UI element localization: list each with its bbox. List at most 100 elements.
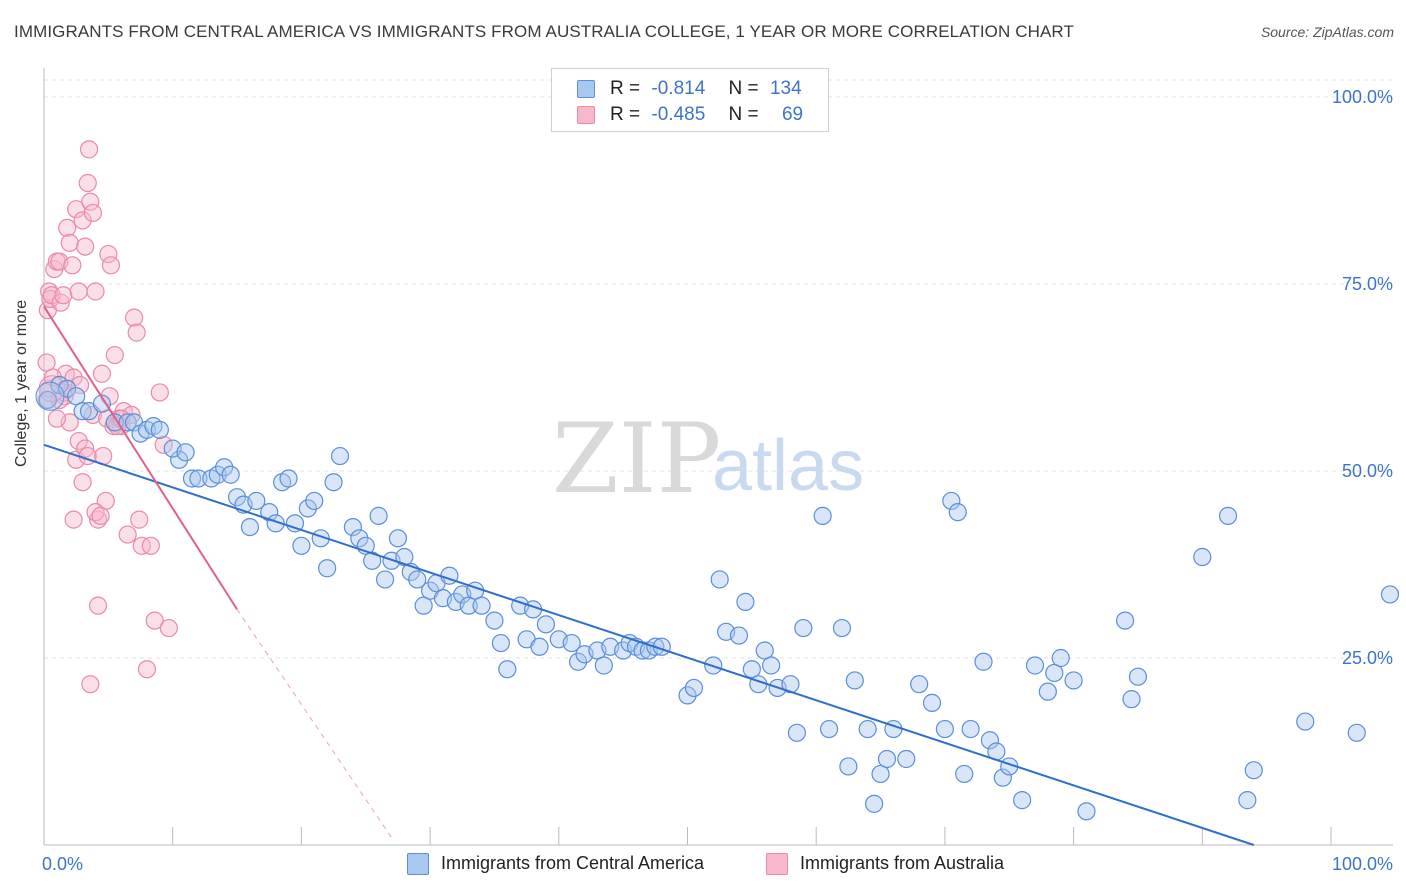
correlation-legend: R = -0.814 N = 134 R = -0.485 N = 69 (551, 68, 829, 132)
watermark-zip: ZIP (552, 403, 721, 515)
data-point-central-america (1380, 585, 1400, 604)
data-point-central-america (858, 719, 877, 739)
data-point-central-america (221, 465, 240, 484)
data-point-central-america (819, 719, 839, 739)
data-point-central-america (922, 693, 942, 712)
legend-r-value: -0.814 (651, 78, 706, 99)
legend-r-label: R = (610, 104, 641, 125)
data-point-central-america (170, 450, 189, 469)
data-point-central-america (1244, 761, 1263, 780)
data-point-central-america (1296, 712, 1315, 731)
data-point-central-america (343, 517, 362, 537)
data-point-central-america (118, 413, 137, 432)
data-point-central-america (1038, 682, 1057, 701)
trend-line-central-america (43, 443, 1255, 846)
data-point-central-america (993, 768, 1012, 787)
data-point-central-america (414, 596, 433, 615)
data-point-central-america (1045, 663, 1064, 683)
data-point-central-america (240, 517, 260, 537)
data-point-australia (69, 431, 88, 451)
data-point-australia (64, 510, 83, 529)
data-point-central-america (285, 514, 305, 533)
data-point-central-america (498, 660, 517, 679)
y-tick-label: 100.0% (1332, 87, 1393, 107)
data-point-central-america (369, 506, 388, 525)
data-point-central-america (762, 656, 781, 675)
data-point-central-america (530, 637, 549, 656)
data-point-central-america (491, 633, 510, 653)
data-point-australia (64, 368, 83, 387)
data-point-australia (91, 506, 110, 525)
data-point-australia (130, 510, 149, 529)
data-point-central-america (948, 503, 967, 522)
axes (43, 68, 1393, 846)
data-point-central-america (536, 615, 556, 634)
data-point-central-america (292, 536, 311, 555)
data-point-australia (150, 383, 169, 402)
data-point-australia (88, 596, 108, 615)
data-point-central-america (227, 488, 247, 507)
data-point-central-america (877, 749, 897, 769)
y-tick-label: 75.0% (1342, 274, 1393, 294)
data-point-central-america (1051, 648, 1070, 668)
y-axis-label: College, 1 year or more (13, 299, 30, 467)
data-point-central-america (897, 749, 916, 769)
legend-r-value: -0.485 (651, 104, 706, 125)
data-point-central-america (215, 458, 234, 477)
data-point-central-america (38, 390, 57, 410)
data-point-central-america (1218, 506, 1238, 525)
data-point-australia (92, 364, 112, 383)
data-point-central-america (787, 723, 806, 742)
data-point-central-america (1115, 611, 1135, 630)
data-point-australia (159, 618, 178, 638)
data-point-central-america (729, 626, 749, 645)
data-point-central-america (794, 618, 813, 638)
data-point-central-america (1238, 791, 1257, 810)
legend-n-label: N = (728, 78, 759, 99)
data-point-central-america (92, 394, 112, 413)
data-point-central-america (350, 529, 369, 548)
data-point-central-america (105, 413, 124, 432)
data-point-central-america (260, 503, 279, 522)
data-point-central-america (363, 551, 382, 570)
trend-line-australia (43, 305, 238, 610)
data-point-central-america (569, 652, 588, 671)
data-point-central-america (388, 529, 408, 548)
data-point-central-america (1128, 667, 1148, 686)
data-point-central-america (871, 764, 890, 784)
data-point-central-america (1347, 723, 1366, 742)
data-point-central-america (1064, 671, 1083, 690)
legend-n-value: 69 (781, 104, 804, 125)
data-point-australia (47, 409, 66, 428)
legend-swatch-blue (577, 80, 595, 98)
data-point-australia (79, 140, 99, 159)
data-point-central-america (961, 719, 980, 739)
data-point-central-america (839, 757, 858, 776)
chart-title: IMMIGRANTS FROM CENTRAL AMERICA VS IMMIG… (14, 22, 1074, 41)
legend-r-label: R = (610, 78, 641, 99)
data-point-central-america (1025, 656, 1045, 675)
data-point-central-america (813, 506, 832, 525)
data-point-australia (81, 675, 100, 694)
data-point-central-america (485, 611, 504, 630)
data-point-central-america (459, 596, 478, 615)
data-point-central-america (594, 656, 613, 675)
data-point-central-america (755, 641, 774, 660)
data-point-central-america (150, 420, 169, 439)
data-point-central-america (330, 446, 350, 466)
bottom-legend-swatch-pink (766, 853, 788, 875)
data-point-central-america (324, 473, 343, 492)
data-point-central-america (910, 675, 929, 694)
data-point-central-america (279, 469, 298, 488)
bottom-legend-label: Immigrants from Australia (800, 853, 1005, 873)
data-point-central-america (562, 633, 581, 653)
data-point-central-america (298, 499, 317, 518)
data-point-australia (54, 286, 73, 305)
bottom-legend-label: Immigrants from Central America (441, 853, 705, 873)
series-central-america-points (35, 375, 1400, 821)
data-point-australia (127, 323, 146, 342)
data-point-central-america (865, 794, 884, 813)
data-point-australia (141, 536, 160, 555)
data-point-australia (137, 660, 157, 679)
watermark: ZIP atlas (552, 403, 864, 515)
